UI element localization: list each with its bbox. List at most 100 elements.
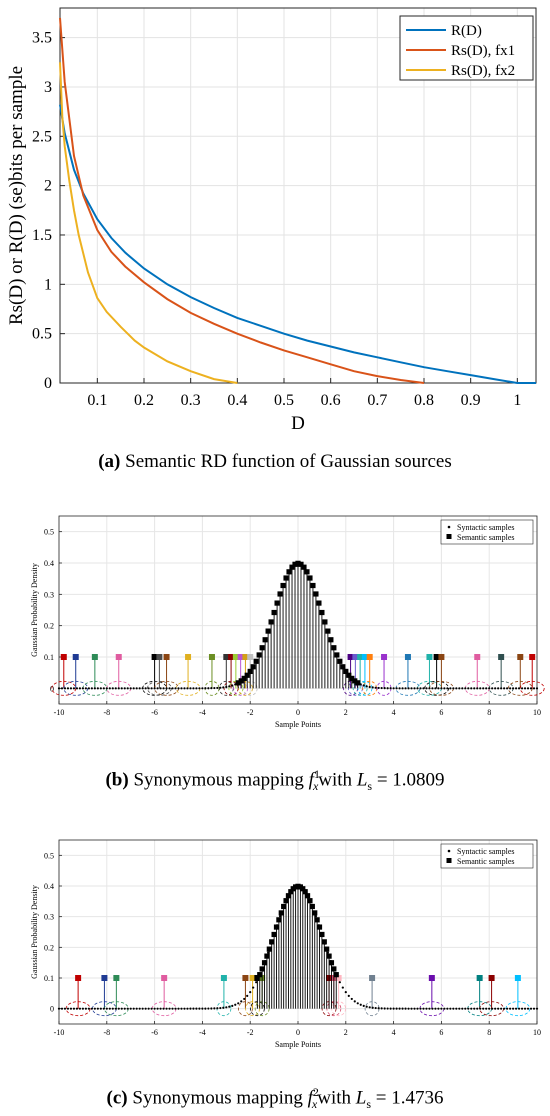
fx1-mapping-head-17 bbox=[357, 654, 364, 660]
fx2-syntactic-sample-157 bbox=[526, 1007, 530, 1010]
fx2-syntactic-sample-131 bbox=[449, 1007, 452, 1010]
fx1-syntactic-sample-88 bbox=[320, 611, 323, 614]
fx2-syntactic-sample-13 bbox=[96, 1007, 99, 1010]
fx1-mapping-head-18 bbox=[361, 654, 368, 660]
fx1-mapping-head-26 bbox=[498, 654, 505, 660]
fx2-syntactic-sample-8 bbox=[81, 1007, 84, 1010]
fx2-syntactic-sample-90 bbox=[326, 951, 329, 954]
y-axis-label: Rs(D) or R(D) (se)bits per sample bbox=[6, 66, 27, 325]
fx1-syntactic-sample-76 bbox=[284, 576, 288, 580]
fx2-syntactic-sample-110 bbox=[386, 1007, 389, 1010]
fx1-syntactic-sample-138 bbox=[470, 687, 473, 690]
fx2-syntactic-sample-47 bbox=[198, 1007, 201, 1010]
fx1-x-tick-label-1: -8 bbox=[103, 708, 110, 717]
fx1-syntactic-sample-64 bbox=[249, 670, 252, 673]
fx2-syntactic-sample-17 bbox=[108, 1007, 111, 1010]
fx1-syntactic-sample-13 bbox=[96, 687, 99, 690]
legend-label-0: R(D) bbox=[451, 23, 482, 39]
fx1-mapping-head-4 bbox=[151, 654, 158, 660]
fx1-syntactic-sample-16 bbox=[105, 687, 108, 690]
fx1-syntactic-sample-98 bbox=[350, 677, 353, 680]
fx2-syntactic-sample-141 bbox=[479, 1007, 482, 1010]
fx2-semantic-sample-9 bbox=[278, 910, 284, 916]
caption-c-symbol: f bbox=[307, 1087, 313, 1109]
fx2-syntactic-sample-100 bbox=[356, 1002, 359, 1005]
fx2-syntactic-sample-54 bbox=[219, 1006, 222, 1010]
caption-c: (c) Synonymous mapping f2xwith Ls = 1.47… bbox=[0, 1080, 550, 1116]
fx2-x-tick-label-0: -10 bbox=[54, 1028, 65, 1037]
fx1-mapping-head-8 bbox=[208, 654, 215, 660]
fx2-mapping-head-11 bbox=[335, 975, 342, 981]
fx1-syntactic-sample-127 bbox=[437, 687, 440, 690]
fx1-syntactic-sample-143 bbox=[485, 687, 488, 690]
fx2-syntactic-sample-123 bbox=[425, 1007, 428, 1010]
fx1-syntactic-sample-53 bbox=[216, 686, 219, 690]
fx1-syntactic-sample-35 bbox=[162, 687, 165, 690]
fx2-x-tick-label-9: 8 bbox=[487, 1028, 491, 1037]
fx1-mapping-head-13 bbox=[242, 654, 249, 660]
fx1-x-tick-label-2: -6 bbox=[151, 708, 158, 717]
fx1-syntactic-sample-49 bbox=[204, 687, 207, 690]
fx2-syntactic-sample-51 bbox=[210, 1007, 213, 1010]
fx2-mapping-head-4 bbox=[220, 975, 227, 981]
fx2-syntactic-sample-91 bbox=[329, 960, 332, 963]
fx1-syntactic-sample-36 bbox=[165, 687, 168, 690]
fx2-syntactic-sample-14 bbox=[99, 1007, 102, 1010]
fx2-y-axis-label: Gaussian Probability Density bbox=[30, 885, 39, 979]
fx1-syntactic-sample-52 bbox=[213, 686, 216, 690]
fx1-syntactic-sample-8 bbox=[81, 687, 84, 690]
fx2-syntactic-sample-124 bbox=[428, 1007, 431, 1010]
fx1-syntactic-sample-23 bbox=[126, 687, 129, 690]
fx2-y-tick-label-4: 0.4 bbox=[44, 882, 54, 891]
fx1-syntactic-sample-147 bbox=[497, 687, 500, 690]
fx2-semantic-sample-27 bbox=[321, 939, 327, 945]
fx1-syntactic-sample-125 bbox=[431, 687, 434, 690]
fx1-x-tick-label-0: -10 bbox=[54, 708, 65, 717]
fx2-mapping-head-6 bbox=[249, 975, 256, 981]
fx1-syntactic-sample-141 bbox=[479, 687, 482, 690]
fx1-syntactic-sample-119 bbox=[413, 687, 416, 690]
fx1-syntactic-sample-68 bbox=[261, 646, 264, 649]
fx1-syntactic-sample-10 bbox=[87, 687, 90, 690]
fx2-mapping-head-0 bbox=[75, 975, 82, 981]
fx1-syntactic-sample-80 bbox=[296, 562, 300, 565]
fx1-syntactic-sample-96 bbox=[344, 670, 347, 673]
fx2-y-tick-label-3: 0.3 bbox=[44, 913, 54, 922]
fx1-syntactic-sample-74 bbox=[278, 592, 282, 596]
fx1-syntactic-sample-99 bbox=[353, 679, 356, 682]
fx1-syntactic-sample-82 bbox=[302, 566, 306, 569]
fx2-syntactic-sample-114 bbox=[398, 1007, 401, 1010]
fx1-syntactic-sample-121 bbox=[419, 687, 422, 690]
fx1-syntactic-sample-65 bbox=[252, 665, 255, 668]
fx1-syntactic-sample-38 bbox=[171, 687, 174, 690]
fx2-syntactic-sample-31 bbox=[150, 1007, 153, 1010]
fx2-x-tick-label-1: -8 bbox=[103, 1028, 110, 1037]
fx1-syntactic-sample-100 bbox=[356, 681, 359, 684]
fx1-syntactic-sample-142 bbox=[482, 687, 485, 690]
fx2-syntactic-sample-27 bbox=[138, 1007, 141, 1010]
fx2-syntactic-sample-108 bbox=[380, 1007, 383, 1010]
fx1-syntactic-sample-2 bbox=[63, 687, 67, 690]
fx2-syntactic-sample-94 bbox=[338, 981, 341, 984]
fx1-y-tick-label-1: 0.1 bbox=[44, 653, 54, 662]
fx1-syntactic-sample-108 bbox=[380, 686, 383, 690]
fx2-mapping-head-1 bbox=[101, 975, 108, 981]
fx2-syntactic-sample-26 bbox=[135, 1007, 138, 1010]
fx2-syntactic-sample-122 bbox=[422, 1007, 425, 1010]
fx2-syntactic-sample-127 bbox=[437, 1007, 440, 1010]
fx1-syntactic-sample-19 bbox=[114, 687, 117, 690]
fx2-syntactic-sample-81 bbox=[299, 886, 303, 889]
fx1-x-tick-label-3: -4 bbox=[199, 708, 206, 717]
fx2-syntactic-sample-99 bbox=[353, 1000, 356, 1003]
fx1-mapping-head-15 bbox=[347, 654, 354, 660]
fx2-syntactic-sample-59 bbox=[234, 1003, 237, 1006]
caption-c-sub: x bbox=[311, 1097, 318, 1112]
fx2-syntactic-sample-15 bbox=[102, 1007, 105, 1010]
caption-b-sub: x bbox=[312, 779, 319, 794]
fx2-syntactic-sample-62 bbox=[243, 997, 246, 1001]
fx1-syntactic-sample-15 bbox=[102, 687, 105, 690]
fx2-syntactic-sample-57 bbox=[228, 1005, 231, 1008]
fx2-syntactic-sample-16 bbox=[105, 1007, 108, 1010]
x-tick-label-9: 1 bbox=[513, 392, 521, 409]
fx1-syntactic-sample-113 bbox=[395, 687, 398, 690]
